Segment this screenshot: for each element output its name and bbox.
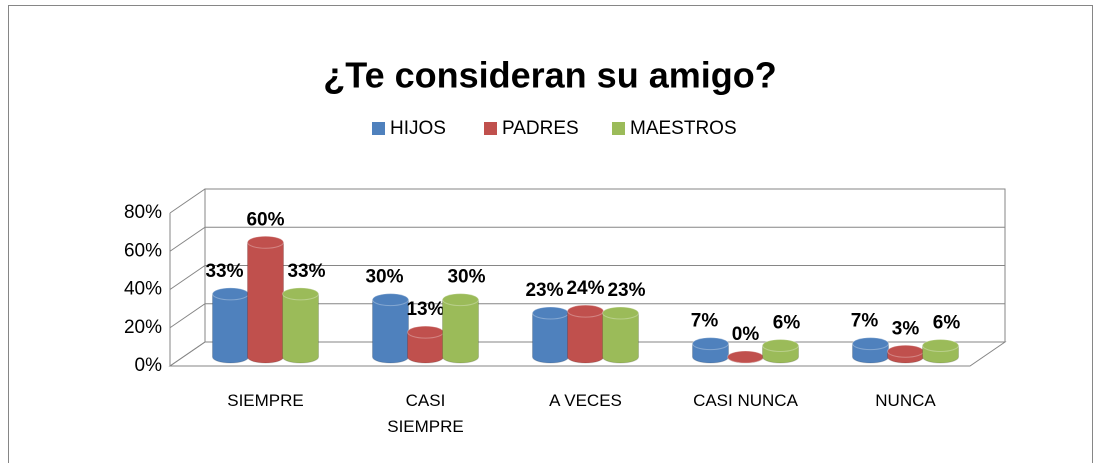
bar xyxy=(852,337,889,364)
data-label: 7% xyxy=(851,311,879,332)
x-tick-label: SIEMPRE xyxy=(227,391,304,410)
legend-swatch xyxy=(372,122,385,135)
data-label: 30% xyxy=(365,267,403,288)
legend-swatch xyxy=(612,122,625,135)
data-label: 33% xyxy=(287,261,325,282)
bar xyxy=(212,287,249,364)
x-tick-label: NUNCA xyxy=(875,391,936,410)
bar-top xyxy=(212,287,249,301)
x-tick-label: CASI SIEMPRE xyxy=(387,391,464,436)
data-label: 3% xyxy=(892,318,920,339)
bar-top xyxy=(247,235,284,249)
bar-top xyxy=(532,306,569,320)
bar-top xyxy=(727,350,764,364)
bar-body xyxy=(212,293,249,364)
y-tick-label: 60% xyxy=(124,240,162,261)
data-label: 23% xyxy=(607,280,645,301)
bar xyxy=(567,304,604,364)
y-tick-label: 20% xyxy=(124,317,162,338)
bar-body xyxy=(567,310,604,364)
x-tick-label: CASI NUNCA xyxy=(693,391,798,410)
data-label: 0% xyxy=(732,324,760,345)
bar xyxy=(247,235,284,364)
bar-top xyxy=(852,337,889,351)
legend-label: HIJOS xyxy=(390,118,446,139)
legend-label: PADRES xyxy=(502,118,579,139)
legend-label: MAESTROS xyxy=(630,118,737,139)
legend-swatch xyxy=(484,122,497,135)
bar-top xyxy=(372,293,409,307)
data-label: 6% xyxy=(933,313,961,334)
bar xyxy=(887,344,924,364)
bar-top xyxy=(922,339,959,353)
data-label: 30% xyxy=(447,267,485,288)
bar-top xyxy=(887,344,924,358)
bar-top xyxy=(282,287,319,301)
data-label: 24% xyxy=(566,278,604,299)
bar-body xyxy=(372,299,409,364)
bar-body xyxy=(442,299,479,364)
grid-line xyxy=(169,341,1005,367)
bar xyxy=(372,293,409,364)
grid-line xyxy=(169,303,1005,329)
grid-line xyxy=(169,226,1005,252)
y-tick-label: 80% xyxy=(124,202,162,223)
data-label: 60% xyxy=(246,209,284,230)
bar xyxy=(726,350,765,364)
bar-top xyxy=(692,337,729,351)
bar-top xyxy=(567,304,604,318)
bar xyxy=(692,337,729,364)
chart-title: ¿Te consideran su amigo? xyxy=(323,55,776,96)
bar xyxy=(442,293,479,364)
bar xyxy=(602,306,639,364)
bar-body xyxy=(282,293,319,364)
grid-line xyxy=(169,265,1005,290)
data-label: 13% xyxy=(406,299,444,320)
x-tick-label: A VECES xyxy=(549,391,622,410)
bar-top xyxy=(762,339,799,353)
data-label: 23% xyxy=(525,280,563,301)
bar-body xyxy=(247,241,284,364)
bar-top xyxy=(407,325,444,339)
bar xyxy=(762,339,799,364)
bar xyxy=(532,306,569,364)
bar-body xyxy=(532,312,569,364)
bar-body xyxy=(602,312,639,364)
bar-top xyxy=(442,293,479,307)
chart-border xyxy=(8,5,1093,463)
bar xyxy=(407,325,444,364)
data-label: 33% xyxy=(205,261,243,282)
bar xyxy=(922,339,959,364)
bar xyxy=(282,287,319,364)
y-tick-label: 0% xyxy=(135,355,163,376)
data-label: 7% xyxy=(691,311,719,332)
grid-line xyxy=(169,188,1005,214)
data-label: 6% xyxy=(773,313,801,334)
y-tick-label: 40% xyxy=(124,279,162,300)
bar-top xyxy=(602,306,639,320)
